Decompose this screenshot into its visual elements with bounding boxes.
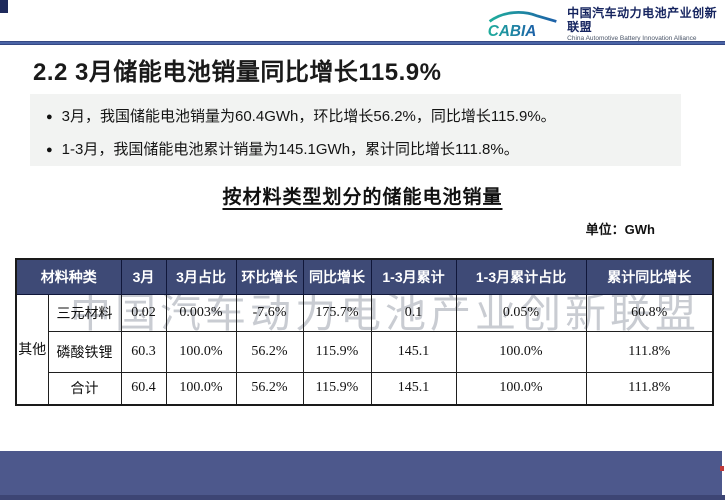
cell-value: 145.1 — [370, 371, 457, 406]
col-header-mom-growth: 环比增长 — [235, 258, 304, 295]
cabia-logo-icon: CABIA — [488, 10, 557, 39]
page-title: 2.2 3月储能电池销量同比增长115.9% — [33, 59, 442, 86]
row-label: 磷酸铁锂 — [47, 330, 122, 373]
row-label: 合计 — [47, 371, 122, 406]
org-names: 中国汽车动力电池产业创新联盟 China Automotive Battery … — [567, 6, 725, 43]
table-header-row: 材料种类 3月 3月占比 环比增长 同比增长 1-3月累计 1-3月累计占比 累… — [15, 258, 714, 295]
col-header-march: 3月 — [120, 258, 167, 295]
cell-value: 100.0% — [165, 371, 237, 406]
row-group-label: 其他 — [15, 293, 49, 406]
cell-value: 145.1 — [370, 330, 457, 373]
bullet-text: 1-3月，我国储能电池累计销量为145.1GWh，累计同比增长111.8%。 — [61, 141, 519, 158]
col-header-march-share: 3月占比 — [165, 258, 237, 295]
col-header-cumulative-yoy: 累计同比增长 — [585, 258, 714, 295]
bullet-text: 3月，我国储能电池销量为60.4GWh，环比增长56.2%，同比增长115.9%… — [61, 108, 556, 125]
cell-value: 0.02 — [120, 293, 167, 332]
cell-value: 60.3 — [120, 330, 167, 373]
bullet-item: ● 3月，我国储能电池销量为60.4GWh，环比增长56.2%，同比增长115.… — [46, 107, 671, 127]
org-logo: CABIA 中国汽车动力电池产业创新联盟 China Automotive Ba… — [486, 6, 725, 43]
cell-value: 0.003% — [165, 293, 237, 332]
cell-value: 111.8% — [585, 330, 714, 373]
header-divider-rule — [0, 41, 725, 45]
col-header-cumulative-share: 1-3月累计占比 — [455, 258, 587, 295]
org-name-cn: 中国汽车动力电池产业创新联盟 — [567, 6, 718, 34]
org-name-en: China Automotive Battery Innovation Alli… — [567, 35, 697, 42]
cell-value: 115.9% — [302, 371, 372, 406]
footer-red-mark — [720, 466, 724, 471]
row-label: 三元材料 — [47, 293, 122, 332]
table-row: 合计 60.4 100.0% 56.2% 115.9% 145.1 100.0%… — [16, 371, 714, 406]
col-header-yoy-growth: 同比增长 — [302, 258, 372, 295]
cell-value: 56.2% — [235, 330, 304, 373]
summary-bullet-box: ● 3月，我国储能电池销量为60.4GWh，环比增长56.2%，同比增长115.… — [30, 94, 681, 166]
bullet-item: ● 1-3月，我国储能电池累计销量为145.1GWh，累计同比增长111.8%。 — [46, 140, 671, 160]
cell-value: 0.05% — [455, 293, 587, 332]
cell-value: -7.6% — [235, 293, 304, 332]
footer-bar — [0, 451, 722, 500]
cell-value: 175.7% — [302, 293, 372, 332]
storage-battery-sales-table: 材料种类 3月 3月占比 环比增长 同比增长 1-3月累计 1-3月累计占比 累… — [15, 258, 714, 406]
table-row: 其他 三元材料 0.02 0.003% -7.6% 175.7% 0.1 0.0… — [15, 293, 714, 406]
cell-value: 100.0% — [455, 371, 587, 406]
cell-value: 100.0% — [455, 330, 587, 373]
cell-value: 111.8% — [585, 371, 714, 406]
cell-value: 100.0% — [165, 330, 237, 373]
logo-swoosh-icon — [488, 10, 557, 23]
bullet-dot-icon: ● — [46, 144, 53, 156]
unit-label: 单位：GWh — [585, 222, 655, 237]
cell-value: 115.9% — [302, 330, 372, 373]
table-caption: 按材料类型划分的储能电池销量 — [222, 187, 503, 208]
col-header-material: 材料种类 — [15, 258, 122, 295]
bullet-dot-icon: ● — [46, 111, 53, 123]
cell-value: 60.8% — [585, 293, 714, 332]
corner-accent-mark — [0, 0, 8, 13]
logo-abbr: CABIA — [488, 22, 537, 39]
table-row: 磷酸铁锂 60.3 100.0% 56.2% 115.9% 145.1 100.… — [16, 330, 714, 373]
footer-bar-dark-edge — [0, 495, 725, 500]
table-caption-row: 按材料类型划分的储能电池销量 — [0, 182, 725, 209]
cell-value: 56.2% — [235, 371, 304, 406]
col-header-cumulative: 1-3月累计 — [370, 258, 457, 295]
cell-value: 0.1 — [370, 293, 457, 332]
cell-value: 60.4 — [120, 371, 167, 406]
